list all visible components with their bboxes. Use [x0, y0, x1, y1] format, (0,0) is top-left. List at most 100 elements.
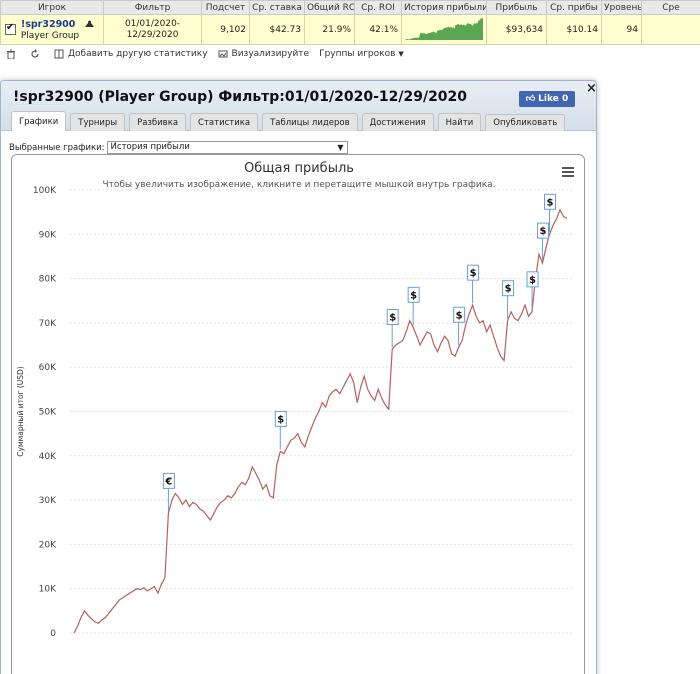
event-flag-marker[interactable]: $ — [386, 308, 399, 348]
y-tick-label: 100K — [33, 186, 57, 196]
col-header-count[interactable]: Подсчет — [201, 0, 250, 15]
player-graph-dialog: !spr32900 (Player Group) Фильтр:01/01/20… — [0, 80, 597, 674]
flag-box — [274, 410, 287, 427]
chart-container[interactable]: Общая прибыль Чтобы увеличить изображение… — [11, 154, 585, 674]
visualize-button[interactable]: Визуализируйте — [218, 49, 310, 59]
level-cell: 94 — [601, 14, 642, 45]
dialog-title: !spr32900 (Player Group) Фильтр:01/01/20… — [13, 89, 468, 105]
add-stat-label: Добавить другую статистику — [68, 49, 208, 59]
event-flag-marker[interactable]: $ — [537, 222, 550, 262]
flag-box — [162, 472, 175, 489]
flag-label: € — [164, 476, 172, 487]
event-flag-marker[interactable]: $ — [544, 193, 557, 233]
avg-profit-cell: $10.14 — [546, 14, 602, 45]
stats-table: Игрок Фильтр Подсчет Ср. ставка Общий RO… — [0, 0, 700, 45]
chart-title: Общая прибыль — [244, 161, 354, 176]
event-flag-marker[interactable]: $ — [502, 280, 515, 319]
y-axis-label: Суммарный итог (USD) — [16, 366, 25, 457]
more-cell — [641, 14, 700, 45]
flag-label: $ — [389, 312, 396, 323]
col-header-profit[interactable]: Прибыль — [486, 0, 547, 15]
y-tick-label: 90K — [39, 230, 57, 240]
menu-bar — [562, 167, 574, 169]
player-name-link[interactable]: !spr32900 — [20, 18, 76, 30]
col-header-avg-profit[interactable]: Ср. прибы — [546, 0, 602, 15]
filter-cell: 01/01/2020- 12/29/2020 — [103, 14, 202, 45]
row-checkbox[interactable] — [5, 22, 16, 35]
flag-label: $ — [410, 290, 417, 301]
event-flag-marker[interactable]: $ — [274, 410, 287, 450]
filter-date-end: 12/29/2020 — [126, 29, 179, 40]
tab-graphs[interactable]: Графики — [11, 111, 67, 131]
dialog-header: !spr32900 (Player Group) Фильтр:01/01/20… — [1, 81, 597, 131]
visualize-label: Визуализируйте — [231, 49, 310, 59]
add-stat-button[interactable]: Добавить другую статистику — [54, 49, 208, 59]
sparkline-area — [405, 18, 483, 40]
player-cell[interactable]: !spr32900 Player Group — [0, 14, 104, 45]
chart-type-value: История прибыли — [110, 142, 190, 152]
col-header-avg-stake[interactable]: Ср. ставка — [249, 0, 305, 15]
menu-bar — [562, 171, 574, 173]
tab-achievements[interactable]: Достижения — [361, 113, 434, 131]
col-header-more[interactable]: Сре — [641, 0, 700, 15]
y-tick-label: 70K — [39, 319, 57, 329]
menu-bar — [562, 175, 574, 177]
col-header-filter[interactable]: Фильтр — [103, 0, 202, 15]
selected-graphs-label: Выбранные графики: — [9, 142, 105, 153]
network-icon — [85, 20, 95, 27]
tab-statistics[interactable]: Статистика — [190, 113, 259, 131]
chart-type-select[interactable]: История прибыли ▼ — [106, 141, 348, 154]
event-flag-marker[interactable]: € — [162, 472, 175, 512]
add-column-icon — [54, 49, 64, 59]
chart-menu-icon[interactable] — [562, 167, 574, 177]
chart-subtitle: Чтобы увеличить изображение, кликните и … — [102, 180, 495, 190]
y-tick-label: 80K — [39, 275, 57, 285]
player-group-label: Player Group — [20, 30, 80, 41]
profit-sparkline[interactable] — [405, 16, 483, 40]
y-tick-label: 10K — [39, 585, 57, 595]
y-tick-label: 60K — [39, 363, 57, 373]
flag-box — [453, 306, 466, 323]
tab-publish[interactable]: Опубликовать — [485, 114, 566, 131]
event-flag-marker[interactable]: $ — [526, 271, 539, 310]
stats-header-row: Игрок Фильтр Подсчет Ср. ставка Общий RO… — [0, 0, 700, 15]
chevron-down-icon: ▼ — [398, 50, 404, 58]
y-tick-label: 0 — [50, 629, 56, 639]
event-flag-marker[interactable]: $ — [467, 264, 480, 304]
col-header-avg-roi[interactable]: Ср. ROI — [354, 0, 402, 15]
profit-history-cell[interactable] — [401, 14, 487, 45]
tab-breakdown[interactable]: Разбивка — [129, 113, 187, 131]
y-tick-label: 40K — [39, 452, 57, 462]
flag-label: $ — [470, 268, 477, 279]
delete-button[interactable] — [6, 49, 20, 59]
tab-tournaments[interactable]: Турниры — [70, 113, 126, 131]
col-header-profit-history[interactable]: История прибыли — [401, 0, 487, 15]
y-tick-label: 20K — [39, 540, 57, 550]
image-icon — [218, 50, 228, 58]
event-flag-marker[interactable]: $ — [407, 286, 420, 326]
tab-leaderboards[interactable]: Таблицы лидеров — [262, 113, 358, 131]
avg-stake-cell: $42.73 — [249, 14, 305, 45]
table-row[interactable]: !spr32900 Player Group 01/01/2020- 12/29… — [0, 14, 700, 45]
close-icon[interactable]: × — [586, 81, 597, 96]
flag-box — [407, 286, 420, 303]
profit-chart[interactable]: Общая прибыль Чтобы увеличить изображение… — [12, 155, 585, 674]
flag-label: $ — [540, 226, 547, 237]
event-flag-marker[interactable]: $ — [453, 306, 466, 346]
col-header-level[interactable]: Уровень — [601, 0, 642, 15]
flag-label: $ — [456, 310, 463, 321]
refresh-button[interactable] — [30, 49, 44, 59]
dialog-tabs: Графики Турниры Разбивка Статистика Табл… — [11, 111, 569, 131]
flag-box — [467, 264, 480, 281]
player-groups-menu[interactable]: Группы игроков ▼ — [319, 49, 404, 59]
flag-label: $ — [505, 284, 512, 295]
player-groups-label: Группы игроков — [319, 49, 396, 59]
count-cell: 9,102 — [201, 14, 250, 45]
profit-cell: $93,634 — [486, 14, 547, 45]
col-header-player[interactable]: Игрок — [0, 0, 104, 15]
facebook-like-button[interactable]: 👍︎ Like 0 — [519, 91, 575, 107]
flag-label: $ — [547, 197, 554, 208]
flag-label: $ — [529, 275, 536, 286]
col-header-total-roi[interactable]: Общий ROI — [304, 0, 355, 15]
tab-find[interactable]: Найти — [437, 113, 482, 131]
